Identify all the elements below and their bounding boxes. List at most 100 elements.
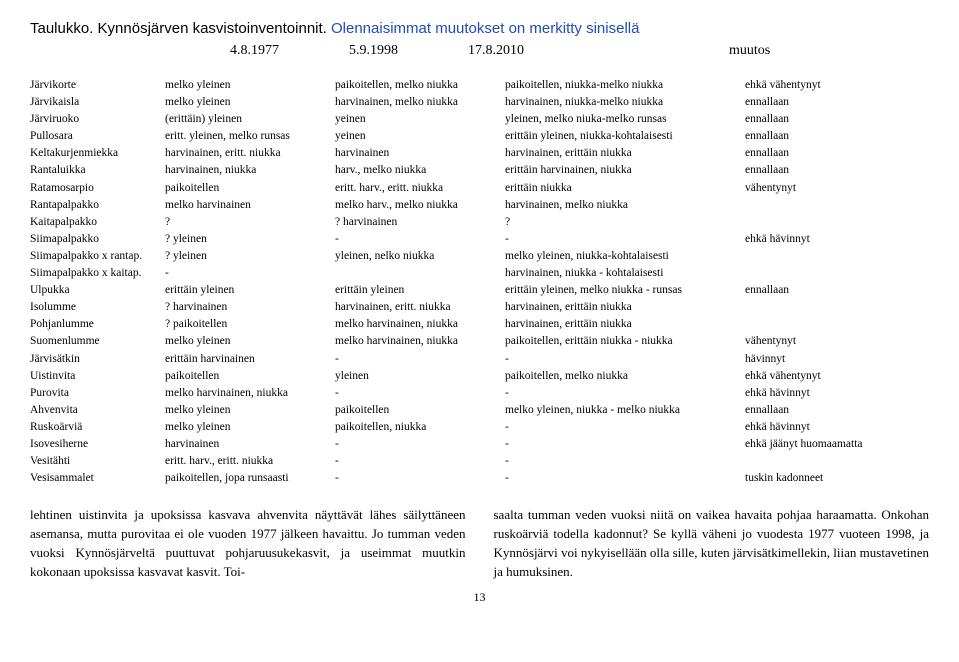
table-cell: harvinainen, erittäin niukka — [505, 299, 740, 315]
table-cell: ennallaan — [745, 145, 929, 161]
table-cell: melko yleinen — [165, 77, 330, 93]
table-cell: - — [505, 231, 740, 247]
table-cell: - — [505, 453, 740, 469]
table-cell: Pullosara — [30, 128, 160, 144]
table-cell: paikoitellen, niukka — [335, 419, 500, 435]
table-cell: - — [335, 453, 500, 469]
table-cell: melko harv., melko niukka — [335, 197, 500, 213]
table-cell: melko harvinainen, niukka — [165, 385, 330, 401]
table-cell: ? — [505, 214, 740, 230]
table-cell: ? — [165, 214, 330, 230]
table-cell: erittäin harvinainen — [165, 351, 330, 367]
table-cell: Pohjanlumme — [30, 316, 160, 332]
table-cell: ehkä vähentynyt — [745, 77, 929, 93]
table-cell: harvinainen, melko niukka — [505, 197, 740, 213]
table-cell: yleinen — [335, 368, 500, 384]
table-cell: melko yleinen — [165, 94, 330, 110]
table-cell: - — [505, 436, 740, 452]
table-cell: harvinainen, erittäin niukka — [505, 316, 740, 332]
data-table: Järvikortemelko yleinenpaikoitellen, mel… — [30, 77, 929, 486]
table-cell: Suomenlumme — [30, 333, 160, 349]
table-cell: harvinainen, niukka — [165, 162, 330, 178]
table-cell: Järvikaisla — [30, 94, 160, 110]
table-cell — [745, 299, 929, 315]
table-cell: paikoitellen — [335, 402, 500, 418]
table-cell: ennallaan — [745, 111, 929, 127]
table-cell: erittäin harvinainen, niukka — [505, 162, 740, 178]
table-cell: eritt. harv., eritt. niukka — [165, 453, 330, 469]
table-cell — [745, 214, 929, 230]
table-cell: eritt. harv., eritt. niukka — [335, 180, 500, 196]
table-cell: ? yleinen — [165, 248, 330, 264]
table-cell: - — [335, 351, 500, 367]
table-cell — [745, 316, 929, 332]
table-cell: Ratamosarpio — [30, 180, 160, 196]
table-cell: melko harvinainen, niukka — [335, 316, 500, 332]
table-cell: ehkä hävinnyt — [745, 231, 929, 247]
table-cell: Ruskoärviä — [30, 419, 160, 435]
table-cell: Isolumme — [30, 299, 160, 315]
table-cell: melko harvinainen — [165, 197, 330, 213]
table-cell: Kaitapalpakko — [30, 214, 160, 230]
table-cell: - — [335, 385, 500, 401]
table-cell: harvinainen, niukka-melko niukka — [505, 94, 740, 110]
table-cell: (erittäin) yleinen — [165, 111, 330, 127]
table-cell: - — [165, 265, 330, 281]
table-cell: paikoitellen, erittäin niukka - niukka — [505, 333, 740, 349]
body-text: lehtinen uistinvita ja upoksissa kasvava… — [30, 506, 929, 581]
table-cell: Isovesiherne — [30, 436, 160, 452]
table-cell — [745, 197, 929, 213]
table-cell: ? paikoitellen — [165, 316, 330, 332]
table-cell — [745, 265, 929, 281]
table-cell: - — [335, 231, 500, 247]
table-cell: melko yleinen, niukka-kohtalaisesti — [505, 248, 740, 264]
table-cell: vähentynyt — [745, 333, 929, 349]
table-cell: ? harvinainen — [165, 299, 330, 315]
table-cell: ennallaan — [745, 162, 929, 178]
table-cell: melko harvinainen, niukka — [335, 333, 500, 349]
table-cell: erittäin yleinen — [335, 282, 500, 298]
table-cell: melko yleinen — [165, 333, 330, 349]
page-number: 13 — [30, 590, 929, 605]
table-cell: - — [505, 470, 740, 486]
year-1977: 4.8.1977 — [230, 43, 279, 59]
table-cell: vähentynyt — [745, 180, 929, 196]
table-cell — [745, 453, 929, 469]
table-cell: ehkä hävinnyt — [745, 419, 929, 435]
table-cell: hävinnyt — [745, 351, 929, 367]
year-2010: 17.8.2010 — [468, 43, 524, 59]
table-cell: Keltakurjenmiekka — [30, 145, 160, 161]
table-cell: ? harvinainen — [335, 214, 500, 230]
table-cell: Rantaluikka — [30, 162, 160, 178]
table-cell: Siimapalpakko x rantap. — [30, 248, 160, 264]
table-cell: Ahvenvita — [30, 402, 160, 418]
table-cell: Vesisammalet — [30, 470, 160, 486]
table-cell: Ulpukka — [30, 282, 160, 298]
table-cell: Järvisätkin — [30, 351, 160, 367]
table-cell: yleinen, nelko niukka — [335, 248, 500, 264]
table-cell — [745, 248, 929, 264]
table-cell: harvinainen, erittäin niukka — [505, 145, 740, 161]
table-cell: harvinainen, eritt. niukka — [165, 145, 330, 161]
table-cell: melko yleinen — [165, 419, 330, 435]
para-left: lehtinen uistinvita ja upoksissa kasvava… — [30, 506, 466, 581]
table-cell: Rantapalpakko — [30, 197, 160, 213]
table-cell: melko yleinen — [165, 402, 330, 418]
year-1998: 5.9.1998 — [349, 43, 398, 59]
table-cell: - — [335, 436, 500, 452]
table-cell: tuskin kadonneet — [745, 470, 929, 486]
table-cell: ehkä hävinnyt — [745, 385, 929, 401]
table-cell: harvinainen, niukka - kohtalaisesti — [505, 265, 740, 281]
table-cell: - — [335, 470, 500, 486]
table-cell: ehkä jäänyt huomaamatta — [745, 436, 929, 452]
table-cell: ehkä vähentynyt — [745, 368, 929, 384]
table-cell: Järviruoko — [30, 111, 160, 127]
table-cell: yleinen, melko niuka-melko runsas — [505, 111, 740, 127]
table-cell: - — [505, 385, 740, 401]
table-cell: erittäin yleinen, niukka-kohtalaisesti — [505, 128, 740, 144]
para-right: saalta tumman veden vuoksi niitä on vaik… — [494, 506, 930, 581]
table-cell: paikoitellen, niukka-melko niukka — [505, 77, 740, 93]
table-cell: eritt. yleinen, melko runsas — [165, 128, 330, 144]
year-header-row: 4.8.1977 5.9.1998 17.8.2010 muutos — [230, 43, 929, 59]
table-cell — [335, 265, 500, 281]
